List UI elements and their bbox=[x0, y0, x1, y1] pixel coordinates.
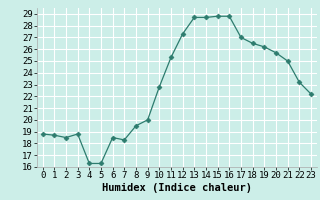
X-axis label: Humidex (Indice chaleur): Humidex (Indice chaleur) bbox=[102, 183, 252, 193]
